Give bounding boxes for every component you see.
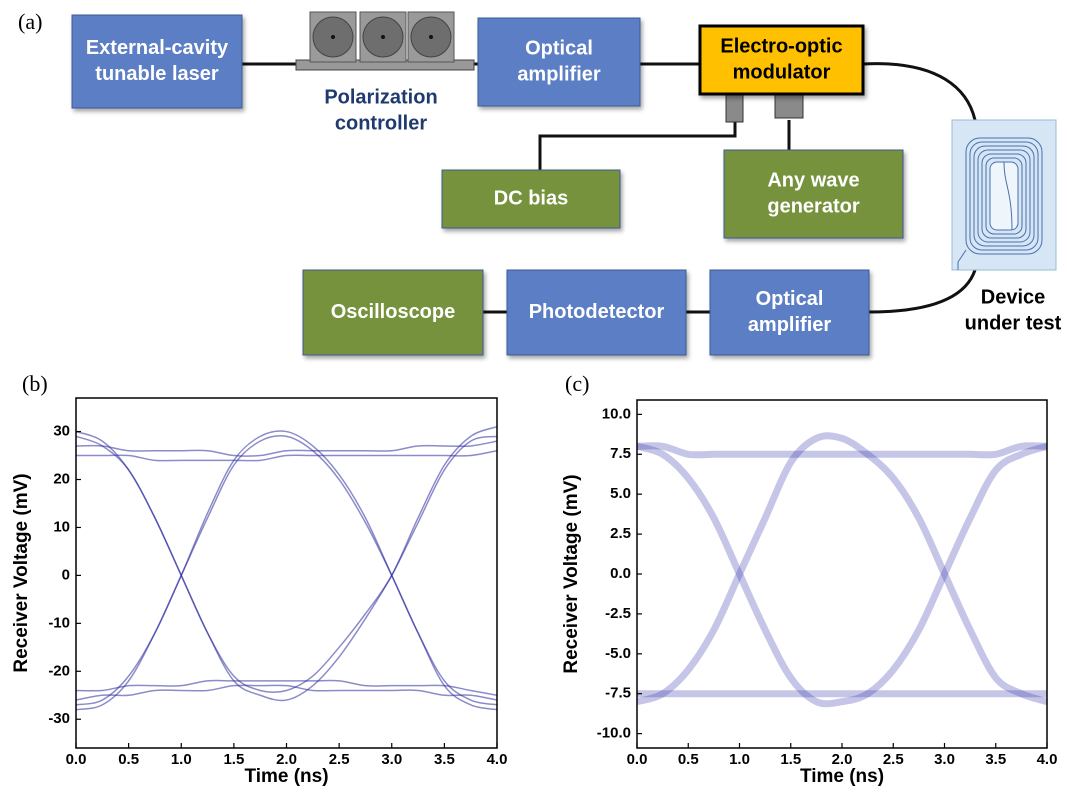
x-tick-label: 3.5	[985, 751, 1006, 768]
node-label: DC bias	[494, 187, 568, 209]
y-tick-label: 5.0	[610, 485, 631, 502]
x-axis-label: Time (ns)	[244, 766, 328, 787]
eye-trace	[76, 427, 497, 692]
figure: (a) External-cavi	[0, 0, 1067, 796]
rf-ports	[726, 94, 803, 122]
node-label: amplifier	[517, 63, 601, 85]
node-label: Optical	[756, 288, 824, 310]
x-tick-label: 0.0	[66, 751, 87, 768]
y-tick-label: 10	[53, 518, 70, 535]
panel-label: (a)	[18, 9, 42, 34]
node-label: Oscilloscope	[331, 301, 456, 323]
x-tick-label: 2.5	[329, 751, 350, 768]
y-tick-label: -7.5	[605, 685, 631, 702]
y-axis-label: Receiver Voltage (mV)	[561, 474, 582, 673]
x-tick-label: 4.0	[487, 751, 508, 768]
x-tick-label: 1.5	[223, 751, 244, 768]
y-axis-label: Receiver Voltage (mV)	[11, 473, 32, 672]
y-tick-label: -20	[48, 662, 70, 679]
caption: controller	[335, 112, 427, 134]
node-box	[710, 270, 869, 355]
device-icon	[952, 120, 1056, 270]
eye-trace	[637, 446, 1047, 455]
node-label: generator	[767, 195, 859, 217]
x-tick-label: 2.5	[883, 751, 904, 768]
x-tick-label: 4.0	[1037, 751, 1058, 768]
node-box	[478, 18, 640, 106]
y-tick-label: 0	[62, 566, 70, 583]
x-tick-label: 3.0	[381, 751, 402, 768]
plot-area	[76, 427, 497, 710]
x-tick-label: 1.5	[780, 751, 801, 768]
panel-label: (b)	[22, 371, 48, 396]
caption: Polarization	[324, 86, 437, 108]
x-tick-label: 0.5	[678, 751, 699, 768]
eye-trace	[76, 441, 497, 456]
x-tick-label: 3.0	[934, 751, 955, 768]
y-tick-label: 7.5	[610, 445, 631, 462]
x-tick-label: 3.5	[434, 751, 455, 768]
x-tick-label: 0.0	[627, 751, 648, 768]
y-tick-label: -30	[48, 710, 70, 727]
eye-trace	[76, 685, 497, 700]
node-label: Optical	[525, 37, 593, 59]
y-tick-label: 2.5	[610, 525, 631, 542]
y-tick-label: -5.0	[605, 645, 631, 662]
y-tick-label: 10.0	[602, 405, 631, 422]
node-label: Any wave	[767, 169, 859, 191]
y-tick-label: 30	[53, 423, 70, 440]
caption: under test	[965, 312, 1062, 334]
polarization-controller-icon	[296, 12, 474, 70]
node-label: modulator	[733, 61, 831, 83]
node-label: External-cavity	[86, 37, 229, 59]
x-tick-label: 1.0	[171, 751, 192, 768]
node-label: amplifier	[748, 314, 832, 336]
node-label: tunable laser	[95, 63, 219, 85]
plot-area	[637, 436, 1047, 704]
eye-trace	[637, 436, 1047, 702]
node-box	[724, 150, 903, 238]
y-tick-label: 0.0	[610, 565, 631, 582]
caption: Device	[981, 286, 1046, 308]
panel-label: (c)	[565, 371, 589, 396]
y-tick-label: -2.5	[605, 605, 631, 622]
y-tick-label: 20	[53, 470, 70, 487]
node-label: Photodetector	[529, 301, 665, 323]
y-tick-label: -10.0	[597, 725, 631, 742]
x-tick-label: 0.5	[118, 751, 139, 768]
eye-trace	[76, 436, 497, 710]
node-label: Electro-optic	[720, 35, 842, 57]
y-tick-label: -10	[48, 614, 70, 631]
x-axis-label: Time (ns)	[800, 766, 884, 787]
eye-trace	[76, 451, 497, 461]
node-box	[72, 15, 242, 108]
x-tick-label: 1.0	[729, 751, 750, 768]
